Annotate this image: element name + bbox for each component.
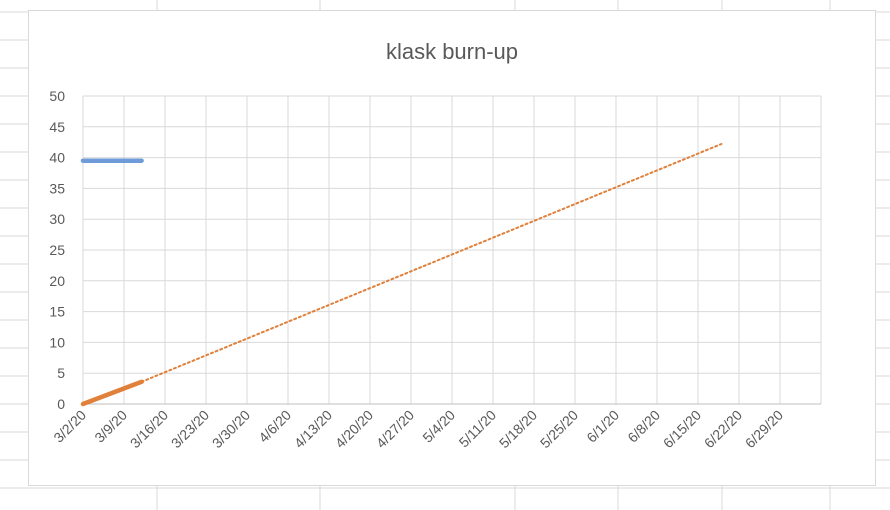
x-tick-label: 5/4/20 (419, 407, 458, 446)
x-tick-label: 4/27/20 (373, 407, 417, 451)
x-tick-label: 6/15/20 (660, 407, 704, 451)
x-tick-label: 3/16/20 (127, 407, 171, 451)
x-tick-label: 6/29/20 (742, 407, 786, 451)
x-tick-label: 4/6/20 (255, 407, 294, 446)
x-tick-label: 5/18/20 (496, 407, 540, 451)
x-tick-label: 6/1/20 (583, 407, 622, 446)
y-tick-label: 40 (49, 150, 65, 166)
x-tick-label: 4/20/20 (332, 407, 376, 451)
y-tick-label: 15 (49, 304, 65, 320)
y-tick-label: 30 (49, 211, 65, 227)
x-tick-label: 4/13/20 (291, 407, 335, 451)
y-tick-label: 50 (49, 88, 65, 104)
y-tick-label: 45 (49, 119, 65, 135)
series-line-1 (80, 379, 144, 407)
chart-area[interactable]: klask burn-up 0 5 10 15 20 25 30 35 40 45 50 3/2/20… (28, 10, 876, 486)
y-tick-label: 35 (49, 180, 65, 196)
y-tick-label: 25 (49, 242, 65, 258)
x-tick-label: 5/11/20 (456, 407, 500, 451)
y-tick-label: 20 (49, 273, 65, 289)
y-tick-label: 5 (57, 365, 65, 381)
x-tick-label: 6/22/20 (701, 407, 745, 451)
trendline-series (140, 143, 723, 383)
x-tick-label: 3/2/20 (50, 407, 89, 446)
x-tick-label: 6/8/20 (624, 407, 663, 446)
x-tick-label: 3/9/20 (91, 407, 130, 446)
x-tick-label: 3/23/20 (168, 407, 212, 451)
y-tick-label: 10 (49, 334, 65, 350)
x-tick-label: 3/30/20 (209, 407, 253, 451)
chart-title: klask burn-up (385, 39, 519, 64)
x-tick-label: 5/25/20 (537, 407, 581, 451)
y-tick-label: 0 (57, 396, 65, 412)
